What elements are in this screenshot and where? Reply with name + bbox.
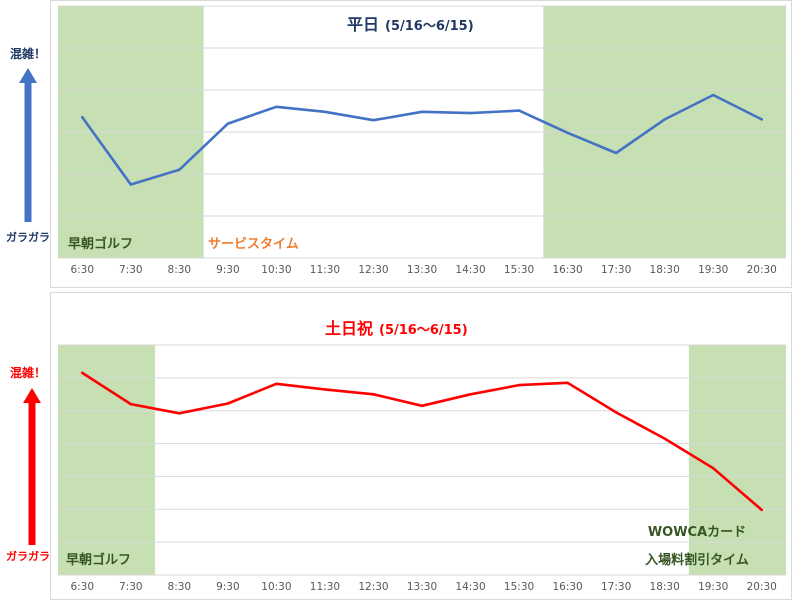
data-point bbox=[323, 110, 327, 114]
chart-title-period: (5/16〜6/15) bbox=[385, 19, 474, 34]
data-point bbox=[129, 183, 132, 186]
x-tick-label: 7:30 bbox=[119, 581, 143, 593]
data-point bbox=[129, 402, 132, 406]
x-tick-label: 19:30 bbox=[698, 264, 728, 276]
x-tick-label: 7:30 bbox=[119, 264, 143, 276]
data-point bbox=[226, 122, 230, 125]
x-tick-label: 19:30 bbox=[698, 581, 728, 593]
data-point bbox=[372, 393, 375, 396]
congestion-arrow-head bbox=[19, 68, 37, 83]
x-tick-label: 20:30 bbox=[747, 264, 777, 276]
x-tick-label: 12:30 bbox=[358, 581, 388, 593]
data-point bbox=[663, 437, 666, 440]
data-point bbox=[712, 467, 715, 470]
data-point bbox=[420, 404, 424, 407]
chart-title: 平日 (5/16〜6/15) bbox=[347, 15, 474, 34]
data-point bbox=[517, 383, 521, 387]
x-tick-label: 8:30 bbox=[168, 264, 192, 276]
x-tick-label: 8:30 bbox=[168, 581, 192, 593]
axis-label-crowded: 混雑！ bbox=[10, 46, 46, 61]
x-tick-label: 18:30 bbox=[650, 581, 680, 593]
chart-title-main: 土日祝 bbox=[325, 319, 373, 338]
data-point bbox=[566, 131, 569, 135]
x-tick-label: 16:30 bbox=[552, 581, 582, 593]
data-point bbox=[566, 381, 569, 384]
x-tick-label: 9:30 bbox=[216, 581, 240, 593]
highlight-band bbox=[688, 345, 786, 575]
data-point bbox=[275, 105, 278, 109]
x-tick-label: 12:30 bbox=[358, 264, 388, 276]
data-point bbox=[420, 110, 424, 114]
data-point bbox=[81, 116, 84, 119]
axis-label-empty: ガラガラ bbox=[6, 549, 50, 563]
chart-frame bbox=[50, 292, 792, 600]
chart-1: 6:30 7:30 8:30 9:30 10:30 11:30 12:30 13:30 14:3… bbox=[6, 0, 792, 288]
x-tick-label: 15:30 bbox=[504, 581, 534, 593]
x-tick-label: 20:30 bbox=[747, 581, 777, 593]
data-point bbox=[760, 508, 763, 512]
data-point bbox=[469, 393, 472, 396]
x-tick-label: 14:30 bbox=[455, 581, 485, 593]
chart-2: 6:30 7:30 8:30 9:30 10:30 11:30 12:30 13:30 14:3… bbox=[6, 292, 792, 600]
chart-annotation: WOWCAカード bbox=[648, 525, 746, 540]
x-tick-label: 11:30 bbox=[310, 264, 340, 276]
chart-title: 土日祝 (5/16〜6/15) bbox=[325, 319, 468, 338]
x-tick-label: 6:30 bbox=[70, 581, 94, 593]
band-label: 早朝ゴルフ bbox=[66, 552, 131, 568]
highlight-band bbox=[58, 345, 156, 575]
x-tick-label: 10:30 bbox=[261, 581, 291, 593]
data-point bbox=[760, 118, 763, 121]
data-point bbox=[712, 93, 715, 97]
x-tick-label: 13:30 bbox=[407, 581, 437, 593]
chart-annotation: 入場料割引タイム bbox=[645, 552, 749, 568]
x-tick-label: 13:30 bbox=[407, 264, 437, 276]
band-label: 早朝ゴルフ bbox=[68, 236, 133, 252]
congestion-arrow-head bbox=[23, 388, 41, 403]
x-tick-label: 14:30 bbox=[455, 264, 485, 276]
chart-annotation: サービスタイム bbox=[208, 236, 299, 252]
x-tick-label: 9:30 bbox=[216, 264, 240, 276]
x-tick-label: 17:30 bbox=[601, 264, 631, 276]
x-tick-label: 15:30 bbox=[504, 264, 534, 276]
x-tick-label: 10:30 bbox=[261, 264, 291, 276]
data-point bbox=[614, 411, 618, 414]
data-point bbox=[178, 412, 181, 415]
data-point bbox=[323, 388, 327, 391]
data-point bbox=[469, 111, 472, 115]
chart-title-period: (5/16〜6/15) bbox=[379, 323, 468, 338]
data-point bbox=[81, 371, 84, 375]
chart-title-main: 平日 bbox=[347, 15, 379, 34]
data-point bbox=[275, 382, 278, 385]
x-tick-label: 18:30 bbox=[650, 264, 680, 276]
data-point bbox=[663, 118, 666, 121]
axis-label-empty: ガラガラ bbox=[6, 230, 50, 244]
x-tick-label: 16:30 bbox=[552, 264, 582, 276]
axis-label-crowded: 混雑！ bbox=[10, 365, 46, 380]
data-point bbox=[517, 109, 521, 112]
x-tick-label: 17:30 bbox=[601, 581, 631, 593]
data-point bbox=[372, 119, 375, 122]
data-point bbox=[226, 402, 230, 405]
data-point bbox=[614, 151, 618, 155]
x-tick-label: 6:30 bbox=[70, 264, 94, 276]
data-point bbox=[178, 168, 181, 171]
x-tick-label: 11:30 bbox=[310, 581, 340, 593]
